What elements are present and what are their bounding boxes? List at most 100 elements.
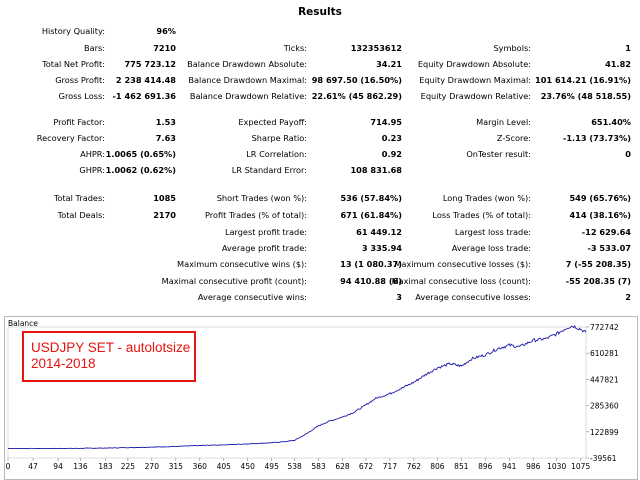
x-tick-label: 806 — [430, 462, 445, 471]
x-tick-label: 136 — [73, 462, 88, 471]
stat-label: GHPR: — [79, 165, 105, 175]
stat-value: 23.76% (48 518.55) — [540, 91, 631, 101]
stat-value: 22.61% (45 862.29) — [311, 91, 402, 101]
stat-value: 7 (-55 208.35) — [565, 259, 631, 269]
y-tick-label: 772742 — [590, 323, 619, 332]
stat-label: Recovery Factor: — [36, 133, 105, 143]
stat-label: Balance Drawdown Maximal: — [188, 75, 307, 85]
x-tick-label: 450 — [241, 462, 256, 471]
x-tick-label: 762 — [407, 462, 422, 471]
stat-value: 2170 — [153, 210, 176, 220]
stat-value: 13 (1 080.37) — [340, 259, 402, 269]
x-tick-label: 538 — [287, 462, 302, 471]
y-tick-label: -39561 — [590, 454, 617, 463]
stat-label: Maximum consecutive wins ($): — [177, 259, 307, 269]
stat-label: Balance Drawdown Absolute: — [187, 59, 307, 69]
stat-label: Total Trades: — [53, 193, 105, 203]
strategy-caption-box: USDJPY SET - autolotsize 2014-2018 — [22, 331, 196, 382]
stat-label: Balance Drawdown Relative: — [189, 91, 307, 101]
stat-label: Maximum consecutive losses ($): — [394, 259, 531, 269]
x-tick-label: 225 — [121, 462, 136, 471]
stat-value: 1085 — [153, 193, 176, 203]
stat-value: -12 629.64 — [581, 227, 631, 237]
stat-label: Average consecutive wins: — [197, 292, 307, 302]
x-tick-label: 495 — [265, 462, 280, 471]
x-tick-label: 986 — [526, 462, 541, 471]
stat-label: Total Deals: — [57, 210, 105, 220]
stat-value: 108 831.68 — [350, 165, 402, 175]
stat-value: 775 723.12 — [124, 59, 176, 69]
stat-value: -3 533.07 — [587, 243, 631, 253]
stat-label: Total Net Profit: — [42, 59, 105, 69]
x-tick-label: 1030 — [547, 462, 566, 471]
stat-label: Bars: — [83, 43, 105, 53]
stat-label: Largest loss trade: — [454, 227, 531, 237]
stat-value: 94 410.88 (6) — [340, 276, 402, 286]
stat-label: Equity Drawdown Absolute: — [417, 59, 531, 69]
x-tick-label: 94 — [53, 462, 63, 471]
y-tick-label: 285360 — [590, 402, 619, 411]
stat-label: Margin Level: — [476, 117, 531, 127]
x-tick-label: 270 — [145, 462, 160, 471]
stat-value: 0 — [625, 149, 631, 159]
stat-value: -1.13 (73.73%) — [562, 133, 631, 143]
stat-label: Largest profit trade: — [224, 227, 307, 237]
balance-series-line — [8, 325, 587, 450]
stat-value: 98 697.50 (16.50%) — [311, 75, 402, 85]
stat-label: Long Trades (won %): — [442, 193, 531, 203]
x-tick-label: 0 — [6, 462, 11, 471]
x-tick-label: 47 — [28, 462, 38, 471]
x-tick-label: 583 — [311, 462, 326, 471]
x-tick-label: 360 — [193, 462, 208, 471]
stat-label: Maximal consecutive loss (count): — [391, 276, 531, 286]
stat-value: 0.23 — [381, 133, 402, 143]
y-tick-label: 610281 — [590, 349, 619, 358]
stat-value: 101 614.21 (16.91%) — [535, 75, 631, 85]
stat-label: Expected Payoff: — [238, 117, 307, 127]
stat-label: Gross Loss: — [58, 91, 105, 101]
stat-label: Average profit trade: — [221, 243, 307, 253]
stat-value: 1.0062 (0.62%) — [105, 165, 176, 175]
stat-label: Sharpe Ratio: — [251, 133, 307, 143]
stat-value: 549 (65.76%) — [569, 193, 631, 203]
stat-value: 132353612 — [350, 43, 402, 53]
stat-value: -1 462 691.36 — [112, 91, 176, 101]
stat-value: 3 — [396, 292, 402, 302]
stat-label: Gross Profit: — [55, 75, 105, 85]
stat-value: 0.92 — [381, 149, 402, 159]
x-tick-label: 405 — [217, 462, 232, 471]
stat-label: Symbols: — [493, 43, 531, 53]
y-tick-label: 122899 — [590, 428, 619, 437]
stat-value: 3 335.94 — [361, 243, 402, 253]
stat-label: OnTester result: — [466, 149, 531, 159]
report-title: Results — [298, 6, 342, 18]
chart-title: Balance — [8, 319, 38, 328]
stat-label: Loss Trades (% of total): — [432, 210, 531, 220]
x-tick-label: 941 — [502, 462, 517, 471]
stat-value: 7.63 — [155, 133, 176, 143]
stat-label: LR Correlation: — [246, 149, 307, 159]
stat-label: AHPR: — [80, 149, 105, 159]
stat-label: Equity Drawdown Maximal: — [419, 75, 531, 85]
stat-label: History Quality: — [41, 26, 105, 36]
stat-value: 61 449.12 — [356, 227, 402, 237]
stat-label: Z-Score: — [496, 133, 531, 143]
stat-value: 1.0065 (0.65%) — [105, 149, 176, 159]
stat-label: Average loss trade: — [451, 243, 531, 253]
stat-label: Profit Trades (% of total): — [205, 210, 307, 220]
stat-value: 536 (57.84%) — [340, 193, 402, 203]
x-tick-label: 1075 — [571, 462, 590, 471]
x-tick-label: 628 — [335, 462, 350, 471]
stat-value: 671 (61.84%) — [340, 210, 402, 220]
x-tick-label: 717 — [383, 462, 398, 471]
stat-label: Maximal consecutive profit (count): — [161, 276, 307, 286]
strategy-caption-line1: USDJPY SET - autolotsize — [31, 340, 191, 355]
plot-area — [7, 326, 587, 459]
stat-value: 2 — [625, 292, 631, 302]
stat-value: 7210 — [153, 43, 176, 53]
stat-value: 41.82 — [605, 59, 631, 69]
stat-label: Profit Factor: — [53, 117, 105, 127]
stat-value: 414 (38.16%) — [569, 210, 631, 220]
stat-label: LR Standard Error: — [231, 165, 307, 175]
